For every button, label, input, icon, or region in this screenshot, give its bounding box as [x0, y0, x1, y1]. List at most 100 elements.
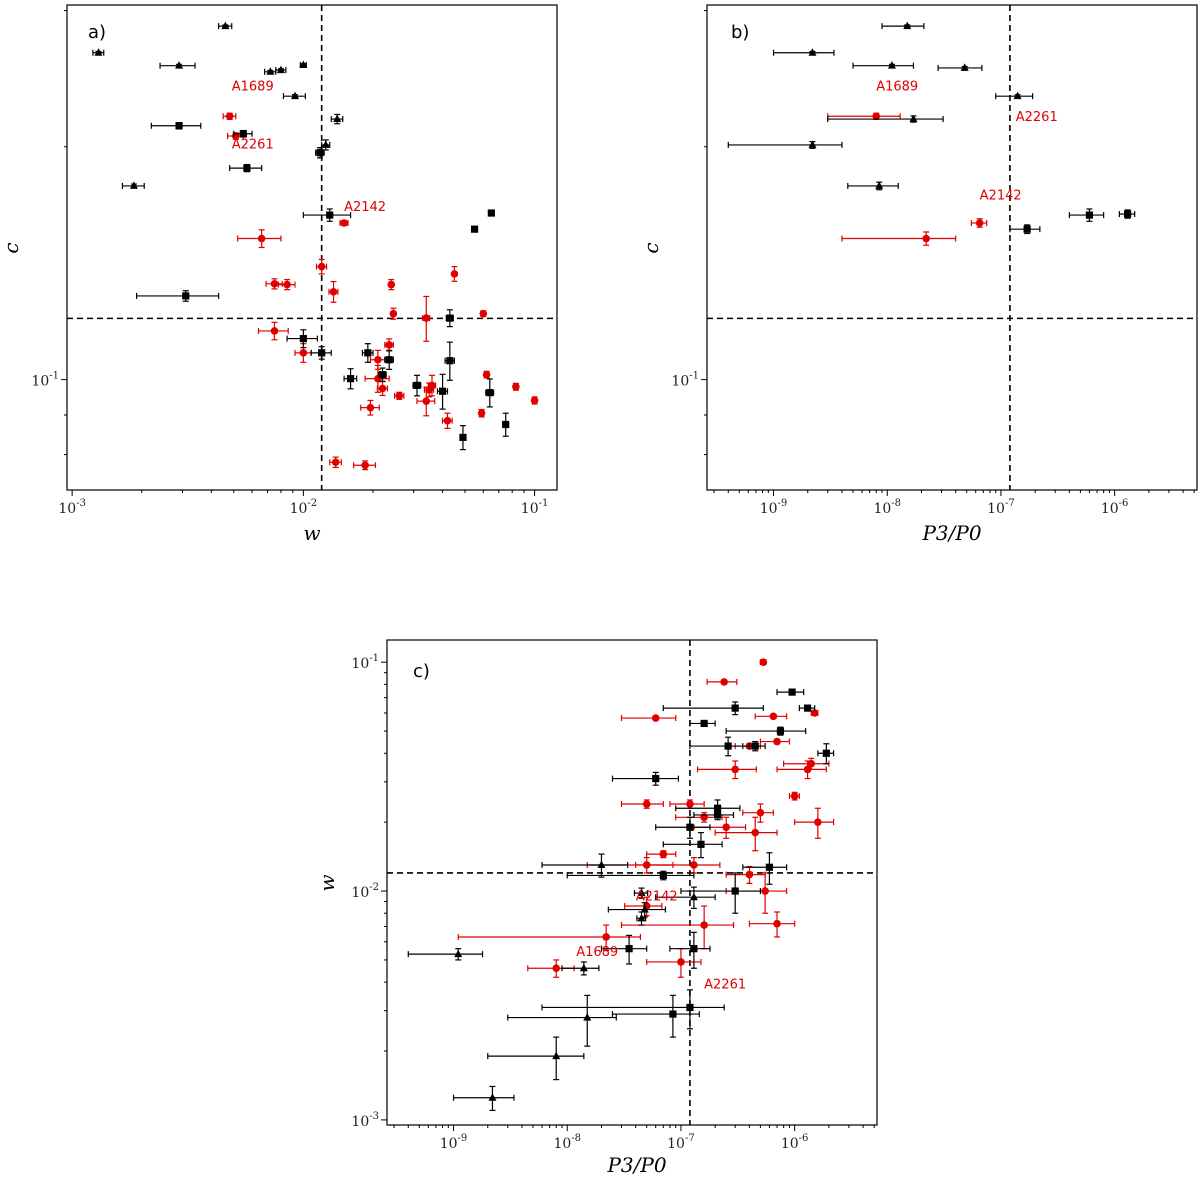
square-marker	[470, 225, 479, 233]
data-point-circle	[706, 678, 738, 686]
data-point-square	[485, 378, 495, 408]
square-marker	[1023, 225, 1031, 233]
annotation-a2142: A2142	[636, 889, 678, 904]
x-tick-label: 10-8	[873, 498, 901, 517]
triangle-marker	[875, 181, 884, 189]
circle-marker	[722, 823, 730, 832]
data-point-square	[286, 329, 319, 349]
data-point-triangle	[852, 61, 915, 69]
triangle-marker	[640, 905, 649, 913]
data-point-circle	[646, 948, 702, 978]
circle-marker	[686, 800, 694, 808]
square-marker	[446, 357, 454, 365]
circle-marker	[975, 219, 984, 227]
circle-marker	[700, 921, 708, 929]
data-point-square	[502, 412, 510, 437]
data-point-triangle	[275, 65, 287, 74]
square-marker	[487, 209, 495, 217]
data-point-circle	[669, 799, 705, 809]
data-point-square	[445, 309, 454, 328]
data-point-square	[742, 852, 788, 885]
x-tick-label: 10-3	[58, 498, 86, 517]
annotation-a2142: A2142	[980, 188, 1022, 203]
triangle-marker	[909, 114, 918, 123]
x-tick-label: 10-6	[1101, 498, 1129, 517]
triangle-marker	[129, 181, 138, 189]
panel-a-annotations: A1689 A2261 A2142	[232, 79, 386, 215]
circle-marker	[922, 234, 930, 243]
square-marker	[459, 433, 467, 442]
square-marker	[804, 704, 812, 712]
triangle-marker	[276, 65, 285, 74]
circle-marker	[340, 219, 348, 227]
square-marker	[713, 811, 722, 819]
data-point-triangle	[407, 948, 484, 961]
x-tick-label: 10-7	[667, 1133, 695, 1152]
data-point-triangle	[607, 902, 666, 918]
x-tick-label: 10-8	[553, 1133, 581, 1152]
circle-marker	[720, 678, 728, 686]
circle-marker	[225, 112, 234, 121]
panel-c-annotations: A2142 A1689 A2261	[576, 889, 746, 992]
triangle-marker	[321, 140, 330, 148]
triangle-marker	[808, 48, 817, 56]
data-point-circle	[754, 712, 788, 721]
square-marker	[731, 887, 739, 895]
data-point-triangle	[507, 994, 617, 1047]
data-point-circle	[714, 816, 778, 852]
data-point-triangle	[218, 21, 233, 30]
data-point-square	[315, 147, 325, 159]
circle-marker	[651, 714, 660, 722]
data-point-square	[233, 129, 253, 138]
triangle-marker	[960, 63, 969, 71]
square-marker	[502, 420, 510, 429]
data-point-square	[541, 989, 725, 1030]
square-marker	[652, 774, 660, 783]
circle-marker	[790, 792, 799, 800]
square-marker	[175, 122, 183, 130]
triangle-marker	[454, 949, 463, 958]
square-marker	[1085, 211, 1094, 219]
data-point-circle	[353, 460, 377, 471]
data-point-square	[1118, 209, 1136, 219]
circle-marker	[422, 314, 431, 322]
panel-b-ylabel: c	[639, 242, 663, 253]
square-marker	[316, 149, 324, 157]
data-point-square	[798, 704, 816, 712]
triangle-marker	[290, 91, 299, 100]
data-point-circle	[646, 850, 677, 859]
circle-marker	[807, 759, 816, 768]
data-point-circle	[788, 791, 800, 801]
data-point-triangle	[937, 63, 983, 71]
data-point-square	[444, 341, 456, 381]
data-point-circle	[360, 399, 380, 416]
panel-b-reference-lines	[707, 5, 1197, 490]
data-point-circle	[482, 370, 491, 379]
data-point-square	[689, 719, 716, 728]
circle-marker	[378, 384, 387, 393]
data-point-circle	[810, 709, 819, 717]
data-point-circle	[794, 807, 835, 839]
data-point-circle	[441, 412, 453, 429]
circle-marker	[602, 933, 610, 941]
data-point-circle	[827, 112, 901, 121]
square-marker	[731, 704, 739, 712]
x-tick-label: 10-2	[290, 498, 318, 517]
circle-marker	[450, 270, 459, 278]
data-point-square	[384, 349, 394, 370]
data-point-square	[611, 994, 700, 1038]
square-marker	[700, 719, 708, 728]
triangle-marker	[266, 67, 275, 75]
data-point-circle	[725, 865, 766, 884]
panel-a-ticks: 10-3 10-2 10-1 10-1	[31, 10, 548, 517]
circle-marker	[361, 461, 369, 470]
data-point-circle	[329, 456, 342, 469]
data-point-circle	[265, 278, 283, 290]
square-marker	[299, 334, 307, 343]
panel-c-ticks: 10-9 10-8 10-7 10-6 10-3 10-2 10-1	[351, 653, 875, 1152]
data-point-circle	[315, 258, 328, 275]
circle-marker	[512, 382, 520, 391]
triangle-marker	[175, 61, 184, 69]
circle-marker	[479, 309, 488, 318]
